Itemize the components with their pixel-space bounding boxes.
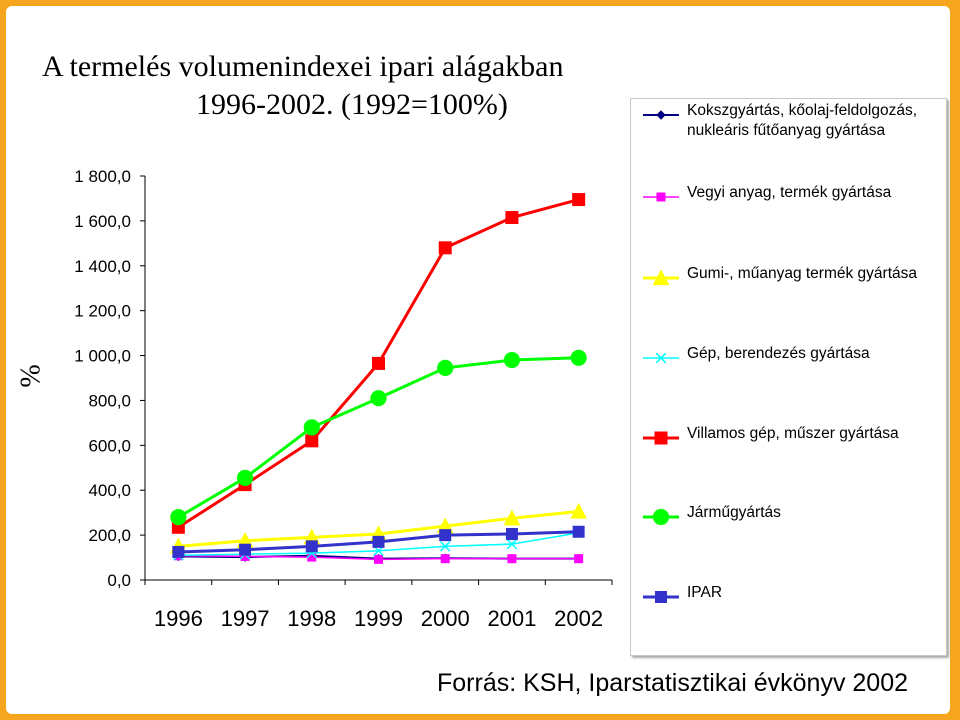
data-point (572, 525, 585, 538)
data-point (437, 359, 454, 376)
data-point (572, 193, 586, 207)
y-tick-label: 800,0 (88, 391, 131, 410)
legend: Kokszgyártás, kőolaj-feldolgozás, nukleá… (630, 98, 947, 656)
legend-symbol (656, 192, 666, 202)
data-point (236, 469, 254, 486)
x-tick-label: 1997 (221, 606, 270, 631)
y-tick-label: 1 400,0 (74, 257, 131, 276)
data-point (372, 535, 385, 548)
data-point (439, 529, 452, 542)
data-point (239, 543, 252, 556)
chart-axes: 0,0 200,0 400,0 600,0 800,0 1 000,0 1 200,0 1 4… (74, 167, 613, 631)
data-point (570, 502, 588, 519)
data-point (439, 541, 451, 552)
legend-label-villamos: Villamos gép, műszer gyártása (687, 425, 899, 442)
legend-symbol (656, 110, 666, 120)
series-6 (172, 525, 585, 558)
source-note: Forrás: KSH, Iparstatisztikai évkönyv 20… (437, 669, 909, 697)
data-point (172, 545, 185, 558)
series-layer (169, 193, 588, 564)
data-point (503, 509, 521, 526)
data-point (507, 554, 517, 564)
data-point (303, 419, 320, 436)
data-point (307, 552, 317, 562)
legend-marker-vegyi (643, 192, 679, 202)
data-point (370, 390, 387, 407)
series-5 (170, 349, 587, 526)
data-point (505, 527, 518, 540)
legend-label-ipar: IPAR (687, 584, 723, 601)
y-tick-label: 1 000,0 (74, 347, 131, 366)
x-tick-label: 2000 (421, 606, 470, 631)
legend-label-gep: Gép, berendezés gyártása (687, 345, 870, 362)
data-point (570, 349, 587, 366)
legend-marker-jarmu (643, 508, 679, 526)
data-point (503, 351, 521, 369)
legend-symbol (652, 508, 670, 526)
legend-label-gumi: Gumi-, műanyag termék gyártása (687, 265, 918, 282)
series-line (177, 356, 579, 519)
y-tick-label: 200,0 (88, 526, 131, 545)
y-tick-label: 400,0 (88, 481, 131, 500)
data-point (505, 211, 519, 225)
data-point (305, 434, 319, 448)
data-point (440, 554, 450, 564)
x-tick-label: 1996 (154, 606, 203, 631)
chart-title: A termelés volumenindexei ipari alágakba… (42, 50, 564, 83)
data-point (374, 554, 383, 564)
legend-marker-gumi (643, 269, 679, 286)
data-point (574, 554, 584, 564)
y-tick-label: 0,0 (107, 571, 131, 590)
legend-marker-villamos (643, 431, 679, 445)
data-point (372, 356, 385, 370)
x-tick-label: 2001 (487, 606, 536, 631)
data-point (170, 509, 187, 526)
data-point (506, 538, 518, 550)
legend-label-vegyi: Vegyi anyag, termék gyártása (687, 184, 892, 201)
legend-label-koksz: Kokszgyártás, kőolaj-feldolgozás, nukleá… (687, 102, 918, 139)
y-tick-label: 600,0 (88, 436, 131, 455)
legend-symbol (652, 269, 670, 286)
legend-symbol (654, 431, 668, 445)
data-point (305, 540, 318, 553)
data-point (438, 241, 452, 255)
x-tick-label: 1998 (287, 606, 336, 631)
legend-symbol (655, 591, 667, 603)
y-tick-label: 1 600,0 (74, 212, 131, 231)
x-tick-label: 2002 (554, 606, 603, 631)
legend-label-jarmu: Járműgyártás (687, 504, 781, 521)
chart-subtitle: 1996-2002. (1992=100%) (196, 88, 508, 121)
legend-marker-gep (643, 352, 679, 364)
y-tick-label: 1 200,0 (74, 302, 131, 321)
series-4 (171, 193, 586, 534)
legend-marker-koksz (643, 110, 679, 120)
legend-symbol (655, 352, 667, 364)
legend-marker-ipar (643, 591, 679, 603)
y-tick-label: 1 800,0 (74, 167, 131, 186)
x-tick-label: 1999 (354, 606, 403, 631)
